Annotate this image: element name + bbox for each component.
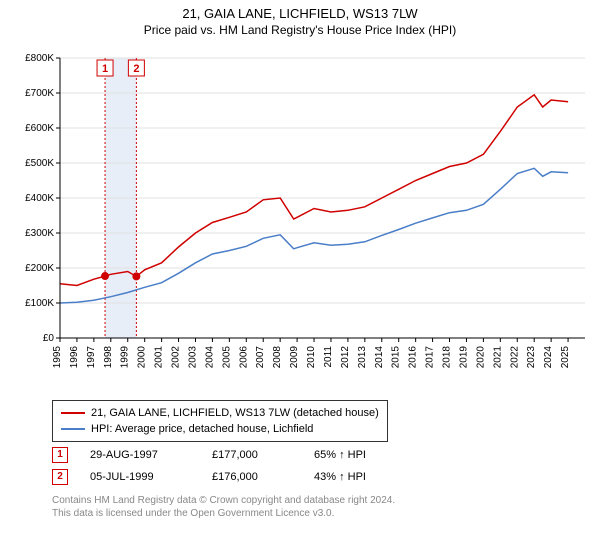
svg-text:2012: 2012: [340, 346, 351, 369]
line-chart-svg: £0 £100K £200K £300K £400K £500K £600K £700K £80…: [10, 44, 590, 394]
sale-rows: 1 29-AUG-1997 £177,000 65% ↑ HPI 2 05-JU…: [52, 444, 394, 488]
svg-text:2015: 2015: [391, 346, 402, 369]
legend-swatch-hpi: [61, 428, 85, 430]
sale-date: 29-AUG-1997: [90, 449, 190, 461]
svg-text:2022: 2022: [509, 346, 520, 369]
svg-text:2004: 2004: [204, 346, 215, 369]
sale-hpi: 65% ↑ HPI: [314, 449, 394, 461]
svg-text:1: 1: [102, 63, 108, 75]
svg-text:2002: 2002: [171, 346, 182, 369]
svg-text:1999: 1999: [120, 346, 131, 369]
svg-text:2007: 2007: [255, 346, 266, 369]
page-subtitle: Price paid vs. HM Land Registry's House …: [0, 21, 600, 41]
svg-text:2019: 2019: [458, 346, 469, 369]
svg-text:2020: 2020: [475, 346, 486, 369]
sale-hpi: 43% ↑ HPI: [314, 471, 394, 483]
footer-attribution: Contains HM Land Registry data © Crown c…: [52, 494, 395, 520]
chart-container: 21, GAIA LANE, LICHFIELD, WS13 7LW Price…: [0, 0, 600, 560]
svg-text:1998: 1998: [103, 346, 114, 369]
svg-text:£400K: £400K: [25, 193, 54, 204]
svg-text:2016: 2016: [408, 346, 419, 369]
svg-text:2010: 2010: [306, 346, 317, 369]
legend-label-hpi: HPI: Average price, detached house, Lich…: [91, 421, 313, 437]
sale-price: £177,000: [212, 449, 292, 461]
legend-row: HPI: Average price, detached house, Lich…: [61, 421, 379, 437]
sale-date: 05-JUL-1999: [90, 471, 190, 483]
footer-line: Contains HM Land Registry data © Crown c…: [52, 494, 395, 507]
svg-text:2006: 2006: [238, 346, 249, 369]
chart-area: £0 £100K £200K £300K £400K £500K £600K £700K £80…: [10, 44, 590, 394]
svg-text:1996: 1996: [69, 346, 80, 369]
sale-row: 1 29-AUG-1997 £177,000 65% ↑ HPI: [52, 444, 394, 466]
svg-text:£500K: £500K: [25, 158, 54, 169]
svg-text:2: 2: [133, 63, 139, 75]
svg-text:2001: 2001: [154, 346, 165, 369]
svg-text:£800K: £800K: [25, 53, 54, 64]
svg-text:2009: 2009: [289, 346, 300, 369]
legend-row: 21, GAIA LANE, LICHFIELD, WS13 7LW (deta…: [61, 405, 379, 421]
svg-text:2013: 2013: [357, 346, 368, 369]
svg-text:£100K: £100K: [25, 298, 54, 309]
svg-text:£700K: £700K: [25, 88, 54, 99]
svg-text:£600K: £600K: [25, 123, 54, 134]
svg-text:2000: 2000: [137, 346, 148, 369]
legend-swatch-price: [61, 412, 85, 414]
svg-text:2014: 2014: [374, 346, 385, 369]
legend: 21, GAIA LANE, LICHFIELD, WS13 7LW (deta…: [52, 400, 388, 442]
svg-text:£0: £0: [43, 333, 55, 344]
footer-line: This data is licensed under the Open Gov…: [52, 507, 395, 520]
svg-text:2021: 2021: [492, 346, 503, 369]
svg-text:2024: 2024: [543, 346, 554, 369]
legend-label-price: 21, GAIA LANE, LICHFIELD, WS13 7LW (deta…: [91, 405, 379, 421]
sale-marker-icon: 2: [52, 469, 68, 485]
svg-text:2011: 2011: [323, 346, 334, 368]
sale-row: 2 05-JUL-1999 £176,000 43% ↑ HPI: [52, 466, 394, 488]
sale-marker-icon: 1: [52, 447, 68, 463]
svg-text:2003: 2003: [187, 346, 198, 369]
page-title: 21, GAIA LANE, LICHFIELD, WS13 7LW: [0, 0, 600, 21]
svg-text:2005: 2005: [221, 346, 232, 369]
svg-text:1995: 1995: [52, 346, 63, 369]
sale-price: £176,000: [212, 471, 292, 483]
svg-text:2018: 2018: [442, 346, 453, 369]
svg-text:1997: 1997: [86, 346, 97, 369]
svg-text:2023: 2023: [526, 346, 537, 369]
svg-text:2008: 2008: [272, 346, 283, 369]
svg-text:£200K: £200K: [25, 263, 54, 274]
svg-text:£300K: £300K: [25, 228, 54, 239]
svg-text:2025: 2025: [560, 346, 571, 369]
svg-text:2017: 2017: [425, 346, 436, 369]
